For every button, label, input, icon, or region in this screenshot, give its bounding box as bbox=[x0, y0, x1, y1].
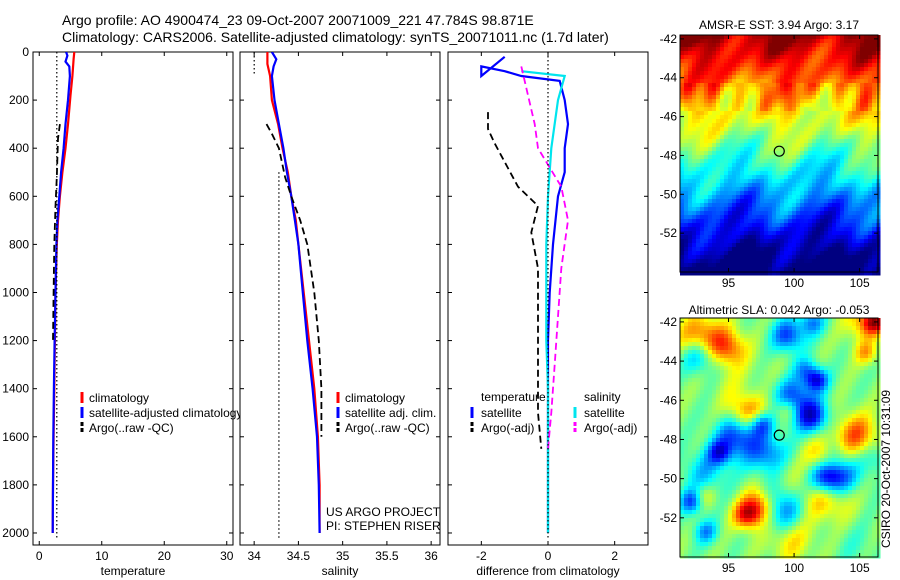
depth-tick-label: 1800 bbox=[2, 478, 29, 492]
plot-title-line1: Argo profile: AO 4900474_23 09-Oct-2007 … bbox=[62, 12, 534, 28]
sst-map-ytick-label: -48 bbox=[660, 148, 678, 162]
sla-map-ytick-label: -52 bbox=[660, 511, 678, 525]
difference-series-argo-adj--line bbox=[520, 66, 569, 449]
difference-xtick-label: 0 bbox=[545, 549, 552, 563]
difference-series-argo-adj--line bbox=[487, 112, 543, 449]
sla-map-title: Altimetric SLA: 0.042 Argo: -0.053 bbox=[689, 303, 870, 317]
depth-tick-label: 1200 bbox=[2, 334, 29, 348]
depth-tick-label: 0 bbox=[22, 45, 29, 59]
depth-tick-label: 800 bbox=[9, 237, 29, 251]
credit-footer: CSIRO 20-Oct-2007 10:31:09 bbox=[879, 389, 893, 548]
salinity-xtick-label: 35.5 bbox=[375, 549, 399, 563]
difference-series-satellite-line bbox=[480, 55, 570, 533]
depth-tick-label: 1000 bbox=[2, 285, 29, 299]
difference-xtick-label: -2 bbox=[476, 549, 487, 563]
salinity-series-satellite-adj-clim--line bbox=[270, 52, 321, 534]
sla-map-frame bbox=[679, 317, 879, 558]
sst-map-ytick-label: -42 bbox=[660, 32, 678, 46]
depth-tick-label: 1600 bbox=[2, 430, 29, 444]
depth-tick-label: 1400 bbox=[2, 382, 29, 396]
pi-annotation: PI: STEPHEN RISER bbox=[326, 519, 441, 533]
sla-map-ytick-label: -48 bbox=[660, 432, 678, 446]
sst-map-title: AMSR-E SST: 3.94 Argo: 3.17 bbox=[699, 18, 859, 32]
sst-map-ytick-label: -52 bbox=[660, 226, 678, 240]
sla-map-xtick-label: 95 bbox=[722, 561, 736, 575]
sst-map-xtick-label: 95 bbox=[722, 276, 736, 290]
plot-title-line2: Climatology: CARS2006. Satellite-adjuste… bbox=[62, 29, 609, 45]
sst-map-frame bbox=[679, 34, 879, 273]
sla-map-argo-float-marker bbox=[773, 429, 785, 441]
diff-legend-heading: temperature bbox=[481, 390, 546, 404]
difference-xlabel: difference from climatology bbox=[476, 564, 619, 578]
sla-map-ytick-label: -50 bbox=[660, 472, 678, 486]
difference-xtick-label: 2 bbox=[611, 549, 618, 563]
salinity-legend-label: climatology bbox=[345, 391, 405, 405]
salinity-series-argo-raw-qc--line bbox=[265, 123, 323, 437]
sst-map-xtick-label: 105 bbox=[850, 276, 870, 290]
depth-tick-label: 600 bbox=[9, 189, 29, 203]
salinity-xtick-label: 34.5 bbox=[287, 549, 311, 563]
temperature-xlabel: temperature bbox=[101, 564, 166, 578]
temperature-xtick-label: 30 bbox=[220, 549, 234, 563]
temperature-xtick-label: 20 bbox=[158, 549, 172, 563]
salinity-xtick-label: 34 bbox=[247, 549, 261, 563]
salinity-axes-box bbox=[239, 51, 441, 546]
sla-map-ytick-label: -42 bbox=[660, 315, 678, 329]
sst-map-xtick-label: 100 bbox=[784, 276, 804, 290]
diff-legend-label: Argo(-adj) bbox=[584, 421, 637, 435]
sla-map-xtick-label: 100 bbox=[784, 561, 804, 575]
temperature-xtick-label: 0 bbox=[36, 549, 43, 563]
depth-tick-label: 400 bbox=[9, 141, 29, 155]
temperature-axes-box bbox=[32, 51, 234, 546]
temperature-xtick-label: 10 bbox=[95, 549, 109, 563]
salinity-xtick-label: 35 bbox=[336, 549, 350, 563]
temperature-series-argo-raw-qc--line bbox=[52, 123, 61, 341]
sla-map-field bbox=[680, 318, 881, 559]
depth-tick-label: 200 bbox=[9, 93, 29, 107]
diff-legend-label: satellite bbox=[481, 406, 522, 420]
salinity-xlabel: salinity bbox=[322, 564, 359, 578]
diff-legend-label: Argo(-adj) bbox=[481, 421, 534, 435]
sst-map-ytick-label: -44 bbox=[660, 71, 678, 85]
temperature-legend-label: satellite-adjusted climatology bbox=[89, 406, 242, 420]
salinity-legend-label: satellite adj. clim. bbox=[345, 406, 436, 420]
depth-tick-label: 2000 bbox=[2, 526, 29, 540]
temperature-series-satellite-adjusted-climatology-line bbox=[51, 52, 72, 534]
salinity-legend-label: Argo(..raw -QC) bbox=[345, 421, 430, 435]
project-annotation: US ARGO PROJECT bbox=[326, 505, 441, 519]
sst-map-ytick-label: -50 bbox=[660, 187, 678, 201]
sla-map-ytick-label: -44 bbox=[660, 354, 678, 368]
sst-map-ytick-label: -46 bbox=[660, 110, 678, 124]
salinity-xtick-label: 36 bbox=[424, 549, 438, 563]
diff-legend-heading: salinity bbox=[584, 390, 621, 404]
sst-map-argo-float-marker bbox=[773, 145, 785, 157]
diff-legend-label: satellite bbox=[584, 406, 625, 420]
sst-map-field bbox=[680, 35, 881, 276]
sla-map-ytick-label: -46 bbox=[660, 393, 678, 407]
temperature-legend-label: climatology bbox=[89, 391, 149, 405]
temperature-legend-label: Argo(..raw -QC) bbox=[89, 421, 174, 435]
sla-map-xtick-label: 105 bbox=[850, 561, 870, 575]
